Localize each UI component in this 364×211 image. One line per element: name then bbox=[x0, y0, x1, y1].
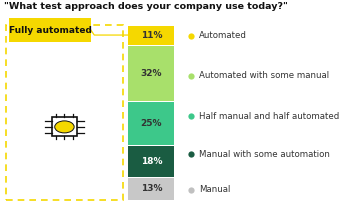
Text: 32%: 32% bbox=[141, 69, 162, 78]
Text: 11%: 11% bbox=[141, 31, 162, 40]
Text: Manual with some automation: Manual with some automation bbox=[199, 150, 330, 158]
Bar bbox=[128, 26, 174, 45]
Text: Automated: Automated bbox=[199, 31, 247, 40]
Circle shape bbox=[55, 121, 74, 133]
Text: Automated with some manual: Automated with some manual bbox=[199, 72, 329, 80]
Text: Manual: Manual bbox=[199, 185, 231, 194]
Text: 18%: 18% bbox=[141, 157, 162, 166]
Text: 13%: 13% bbox=[141, 184, 162, 193]
Text: Half manual and half automated: Half manual and half automated bbox=[199, 112, 340, 120]
Text: 25%: 25% bbox=[141, 119, 162, 128]
Text: "What test approach does your company use today?": "What test approach does your company us… bbox=[4, 2, 288, 11]
Text: Fully automated: Fully automated bbox=[8, 26, 91, 35]
Bar bbox=[52, 117, 77, 137]
